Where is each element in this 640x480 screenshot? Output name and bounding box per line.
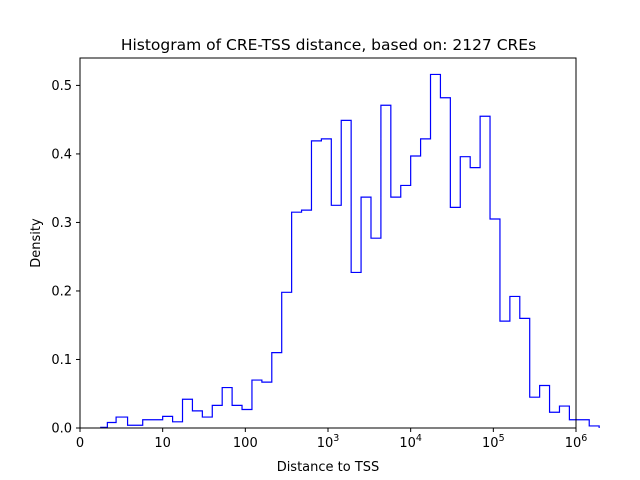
x-tick-label: 106	[565, 433, 588, 451]
x-tick-label: 103	[317, 433, 340, 451]
x-tick-label: 10	[154, 436, 171, 451]
x-tick-exponent: 4	[416, 433, 422, 444]
x-tick-base: 100	[233, 436, 258, 451]
x-tick-exponent: 3	[333, 433, 339, 444]
x-tick-base: 10	[482, 436, 499, 451]
x-tick-exponent: 6	[581, 433, 587, 444]
plot-area	[79, 57, 600, 429]
y-axis-label: Density	[29, 218, 44, 268]
x-tick-label: 100	[233, 436, 258, 451]
y-axis: 0.0 0.1 0.2 0.3 0.4 0.5	[51, 79, 80, 437]
y-tick-label: 0.1	[51, 353, 72, 368]
x-tick-base: 10	[399, 436, 416, 451]
x-tick-exponent: 5	[499, 433, 505, 444]
x-tick-base: 10	[317, 436, 334, 451]
y-tick-label: 0.5	[51, 79, 72, 94]
x-axis-label: Distance to TSS	[277, 460, 380, 475]
y-tick-label: 0.2	[51, 284, 72, 299]
x-tick-base: 10	[154, 436, 171, 451]
x-tick-label: 0	[76, 436, 84, 451]
x-tick-base: 0	[76, 436, 84, 451]
plot-frame	[79, 57, 577, 429]
histogram-step-line	[100, 73, 600, 428]
y-tick-label: 0.0	[51, 422, 72, 437]
chart-title: Histogram of CRE-TSS distance, based on:…	[121, 36, 536, 54]
x-tick-label: 104	[399, 433, 422, 451]
y-tick-label: 0.4	[51, 147, 72, 162]
x-axis: 0 10 100 103 104 105 106	[76, 428, 587, 451]
y-tick-label: 0.3	[51, 216, 72, 231]
x-tick-label: 105	[482, 433, 505, 451]
x-tick-base: 10	[565, 436, 582, 451]
